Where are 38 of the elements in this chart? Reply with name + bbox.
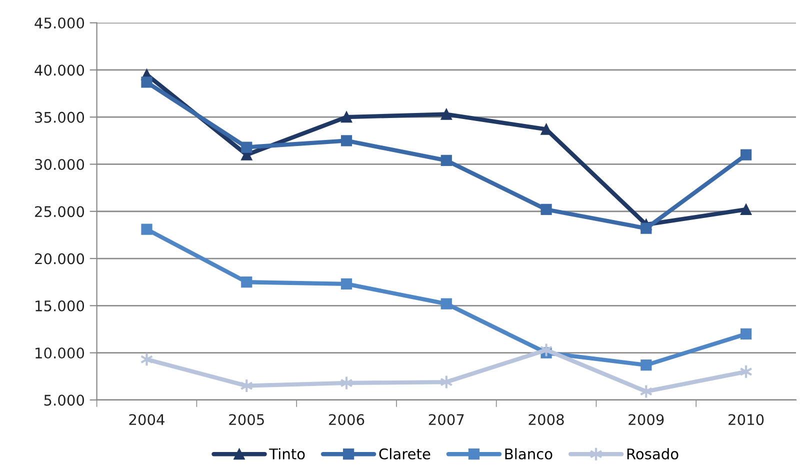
point: [241, 276, 252, 288]
point: [440, 298, 452, 310]
point: [340, 278, 352, 290]
y-tick-label: 30.000: [35, 158, 84, 170]
point: [141, 224, 152, 235]
x-tick-label: 2007: [428, 414, 464, 426]
point: [440, 154, 452, 166]
point: [740, 328, 752, 340]
y-tick-label: 15.000: [36, 300, 84, 312]
y-tick-label: 5.000: [44, 394, 84, 406]
legend-label: Clarete: [379, 448, 430, 460]
x-tick-label: 2006: [329, 414, 364, 426]
y-tick-label: 20.000: [35, 253, 84, 264]
x-tick-label: 2008: [528, 414, 564, 426]
point: [340, 135, 352, 146]
point: [640, 360, 652, 371]
point: [340, 112, 352, 123]
y-tick-label: 35.000: [35, 112, 84, 123]
point: [140, 352, 154, 367]
y-tick-label: 45.000: [34, 18, 84, 29]
point: [740, 204, 752, 216]
point: [440, 108, 452, 120]
x-tick-label: 2004: [129, 414, 164, 426]
x-tick-label: 2005: [229, 414, 264, 426]
legend-label: Blanco: [505, 448, 552, 460]
point: [141, 76, 152, 88]
x-tick-label: 2009: [628, 414, 664, 426]
point: [241, 142, 252, 153]
point: [540, 342, 553, 358]
y-tick-label: 10.000: [36, 348, 84, 359]
x-tick-label: 2010: [728, 414, 764, 426]
point: [540, 204, 552, 216]
y-tick-label: 25.000: [35, 206, 84, 218]
legend-label: Rosado: [627, 448, 678, 460]
point: [640, 222, 652, 234]
y-tick-label: 40.000: [34, 64, 84, 76]
point: [740, 149, 752, 160]
legend-label: Tinto: [269, 448, 305, 460]
